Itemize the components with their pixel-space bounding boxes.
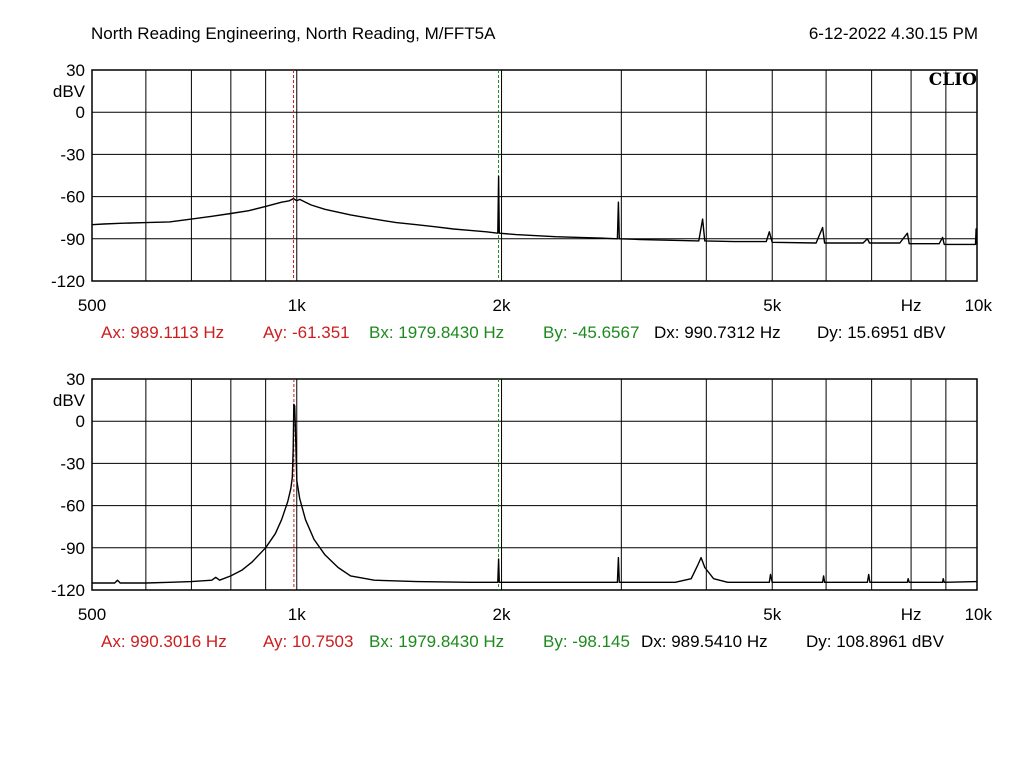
cursor-delta-x-readout: Dx: 990.7312 Hz bbox=[654, 323, 781, 342]
x-tick-label: Hz bbox=[901, 296, 922, 315]
plot-frame bbox=[91, 378, 978, 591]
spectrum-trace bbox=[91, 175, 978, 246]
y-tick-label: 30 bbox=[66, 370, 85, 389]
cursor-a-y-readout: Ay: -61.351 bbox=[263, 323, 350, 342]
spectrum-panel bbox=[91, 69, 978, 282]
y-axis-label: dBV bbox=[53, 82, 86, 101]
spectrum-panel bbox=[91, 378, 978, 591]
x-tick-label: 10k bbox=[965, 605, 993, 624]
y-tick-label: 0 bbox=[76, 103, 85, 122]
y-axis-label: dBV bbox=[53, 391, 86, 410]
x-tick-label: 500 bbox=[78, 605, 106, 624]
y-tick-label: -90 bbox=[60, 539, 85, 558]
x-tick-label: 10k bbox=[965, 296, 993, 315]
cursor-delta-x-readout: Dx: 989.5410 Hz bbox=[641, 632, 768, 651]
cursor-delta-y-readout: Dy: 15.6951 dBV bbox=[817, 323, 946, 342]
cursor-a-y-readout: Ay: 10.7503 bbox=[263, 632, 354, 651]
clio-logo: CLIO bbox=[929, 70, 977, 90]
y-tick-label: 30 bbox=[66, 61, 85, 80]
cursor-b-y-readout: By: -45.6567 bbox=[543, 323, 640, 342]
cursor-delta-y-readout: Dy: 108.8961 dBV bbox=[806, 632, 944, 651]
y-tick-label: -30 bbox=[60, 145, 85, 164]
x-tick-label: 2k bbox=[493, 605, 511, 624]
spectrum-trace bbox=[92, 403, 978, 584]
y-tick-label: -30 bbox=[60, 454, 85, 473]
y-tick-label: -60 bbox=[60, 188, 85, 207]
header-timestamp: 6-12-2022 4.30.15 PM bbox=[808, 24, 978, 43]
cursor-b-x-readout: Bx: 1979.8430 Hz bbox=[369, 323, 505, 342]
cursor-a-x-readout: Ax: 989.1113 Hz bbox=[101, 323, 225, 342]
x-tick-label: 5k bbox=[763, 296, 781, 315]
y-tick-label: -120 bbox=[51, 581, 85, 600]
x-tick-label: 5k bbox=[763, 605, 781, 624]
cursor-a-x-readout: Ax: 990.3016 Hz bbox=[101, 632, 227, 651]
x-tick-label: Hz bbox=[901, 605, 922, 624]
x-tick-label: 1k bbox=[288, 605, 306, 624]
y-tick-label: -90 bbox=[60, 230, 85, 249]
cursor-b-y-readout: By: -98.145 bbox=[543, 632, 630, 651]
y-tick-label: -120 bbox=[51, 272, 85, 291]
cursor-b-x-readout: Bx: 1979.8430 Hz bbox=[369, 632, 505, 651]
x-tick-label: 1k bbox=[288, 296, 306, 315]
y-tick-label: 0 bbox=[76, 412, 85, 431]
plot-frame bbox=[91, 69, 978, 282]
header-company: North Reading Engineering, North Reading… bbox=[91, 24, 496, 43]
x-tick-label: 500 bbox=[78, 296, 106, 315]
x-tick-label: 2k bbox=[493, 296, 511, 315]
y-tick-label: -60 bbox=[60, 497, 85, 516]
